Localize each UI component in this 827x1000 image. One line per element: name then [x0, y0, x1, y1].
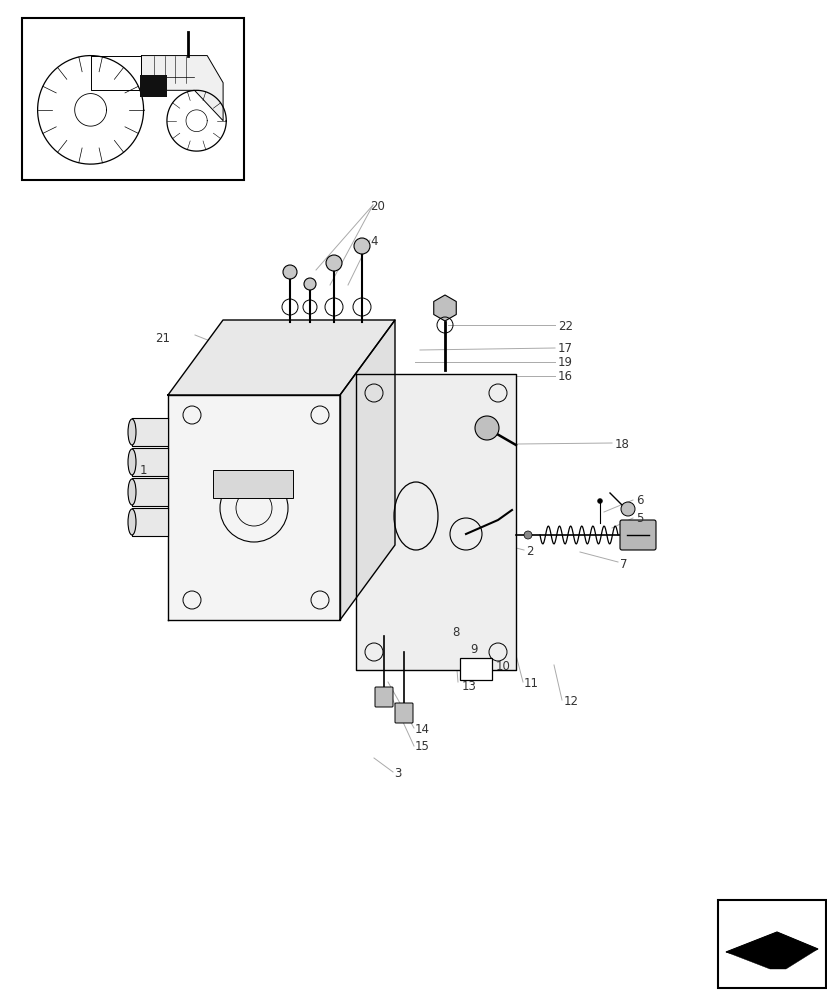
- Polygon shape: [131, 418, 168, 446]
- Polygon shape: [90, 56, 141, 90]
- Text: 10: 10: [495, 660, 510, 673]
- Ellipse shape: [128, 479, 136, 505]
- FancyBboxPatch shape: [619, 520, 655, 550]
- Bar: [717, 900, 825, 988]
- Text: 6: 6: [635, 494, 643, 507]
- Text: 7: 7: [619, 558, 627, 571]
- Text: 22: 22: [557, 320, 572, 333]
- Text: 9: 9: [470, 643, 477, 656]
- Text: 8: 8: [452, 626, 459, 639]
- Polygon shape: [340, 320, 394, 620]
- Polygon shape: [131, 508, 168, 536]
- Text: 15: 15: [414, 740, 429, 753]
- Polygon shape: [131, 448, 168, 476]
- Circle shape: [523, 531, 532, 539]
- Circle shape: [326, 255, 342, 271]
- Text: 14: 14: [414, 723, 429, 736]
- Text: 3: 3: [394, 767, 401, 780]
- Polygon shape: [131, 478, 168, 506]
- Text: 11: 11: [523, 677, 538, 690]
- Polygon shape: [168, 320, 394, 395]
- Circle shape: [304, 278, 316, 290]
- Text: 2: 2: [525, 545, 533, 558]
- Text: 18: 18: [614, 438, 629, 451]
- Circle shape: [354, 238, 370, 254]
- Polygon shape: [725, 932, 817, 969]
- Text: 13: 13: [461, 680, 476, 693]
- Ellipse shape: [128, 449, 136, 475]
- Bar: [213, 470, 293, 498]
- Text: 5: 5: [635, 512, 643, 525]
- Ellipse shape: [128, 509, 136, 535]
- Text: 19: 19: [557, 356, 572, 369]
- Text: 21: 21: [155, 332, 170, 345]
- Circle shape: [620, 502, 634, 516]
- Text: 16: 16: [557, 370, 572, 383]
- Text: 1: 1: [140, 464, 147, 477]
- Bar: [22, 18, 244, 180]
- Text: 20: 20: [370, 200, 385, 213]
- Circle shape: [475, 416, 499, 440]
- Circle shape: [597, 498, 602, 504]
- Text: 4: 4: [370, 235, 377, 248]
- FancyBboxPatch shape: [375, 687, 393, 707]
- Circle shape: [283, 265, 297, 279]
- Polygon shape: [141, 75, 167, 97]
- Text: 17: 17: [557, 342, 572, 355]
- Bar: [460, 658, 491, 680]
- Ellipse shape: [128, 419, 136, 445]
- Polygon shape: [141, 56, 222, 121]
- Polygon shape: [168, 395, 340, 620]
- Polygon shape: [725, 932, 817, 964]
- FancyBboxPatch shape: [394, 703, 413, 723]
- Polygon shape: [356, 374, 515, 670]
- Text: 12: 12: [563, 695, 578, 708]
